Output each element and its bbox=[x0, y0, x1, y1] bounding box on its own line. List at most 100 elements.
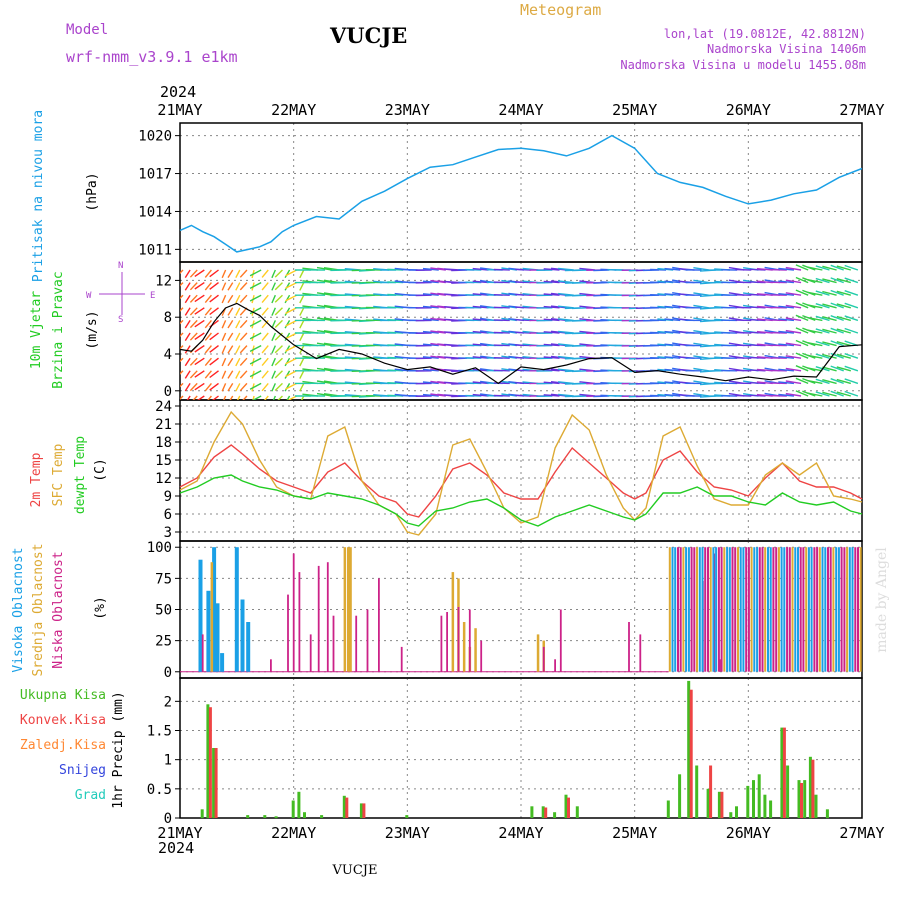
model-name: wrf-nmm_v3.9.1 e1km bbox=[66, 48, 238, 66]
cloud-band-bar bbox=[802, 547, 805, 672]
wind-barb bbox=[227, 294, 234, 304]
wind-barb bbox=[274, 307, 283, 316]
wind-barb bbox=[271, 332, 276, 342]
wind-barb bbox=[822, 265, 837, 271]
compass-e: E bbox=[150, 291, 155, 301]
wind-barb bbox=[844, 378, 859, 385]
wind-barb bbox=[180, 382, 184, 388]
wind-barb bbox=[284, 332, 291, 342]
wind-barb bbox=[261, 370, 269, 379]
wind-barb bbox=[795, 377, 809, 385]
wind-barb bbox=[212, 395, 219, 400]
wind-barb bbox=[204, 357, 212, 367]
wind-barb bbox=[822, 353, 837, 359]
wind-barb bbox=[571, 269, 588, 272]
bottom-time-label: 26MAY bbox=[726, 824, 771, 842]
wind-barb bbox=[235, 307, 241, 316]
panel-frame bbox=[179, 122, 863, 263]
wind-barb bbox=[285, 269, 297, 277]
wind-barb bbox=[261, 319, 269, 329]
precip-bar bbox=[263, 815, 267, 818]
precip-bar bbox=[530, 806, 534, 818]
wind-barb bbox=[209, 370, 219, 379]
wind-barb bbox=[387, 382, 404, 385]
precip-bar bbox=[763, 794, 767, 818]
model-elevation-text: Nadmorska Visina u modelu 1455.08m bbox=[620, 58, 866, 72]
year-top: 2024 bbox=[160, 83, 196, 101]
wind-barb bbox=[285, 382, 297, 390]
precip-bar bbox=[752, 780, 755, 818]
cloud-band-bar bbox=[848, 547, 851, 672]
wind-barb bbox=[756, 368, 773, 372]
wind-barb bbox=[422, 343, 439, 347]
wind-barb bbox=[285, 307, 297, 315]
cloud-band-bar bbox=[818, 547, 821, 672]
wind-barb bbox=[493, 382, 510, 385]
cloud-bar bbox=[355, 615, 358, 672]
wind-barb bbox=[844, 264, 859, 271]
wind-barb bbox=[836, 278, 851, 284]
wind-barb bbox=[189, 332, 198, 341]
wind-barb bbox=[422, 280, 439, 284]
cloud-bar bbox=[246, 622, 251, 672]
sfc-title: SFC Temp bbox=[51, 444, 66, 507]
wind-barb bbox=[235, 345, 241, 354]
legend-grad: Grad bbox=[75, 788, 106, 803]
wind-barb bbox=[209, 307, 219, 316]
cloud-bar bbox=[554, 659, 556, 672]
wind-barb bbox=[664, 267, 681, 271]
wind-barb bbox=[249, 319, 262, 327]
cloud-band-bar bbox=[840, 547, 843, 672]
top-time-label: 24MAY bbox=[498, 101, 543, 119]
cloud-bar bbox=[462, 622, 466, 672]
cloud-bar bbox=[366, 609, 369, 672]
cloud-band-bar bbox=[671, 547, 674, 672]
cloud-band-bar bbox=[745, 547, 748, 672]
wind-barb bbox=[209, 294, 219, 303]
precip-title: 1hr Precip (mm) bbox=[111, 691, 126, 808]
cloud-band-bar bbox=[758, 547, 761, 672]
wind-barb bbox=[472, 381, 489, 385]
wind-barb bbox=[221, 357, 227, 367]
wind-barb bbox=[274, 382, 283, 392]
wind-barb bbox=[299, 383, 305, 392]
precip-bar bbox=[729, 812, 733, 818]
wind-barb bbox=[472, 368, 489, 372]
wind-barb bbox=[515, 268, 532, 271]
wind-barb bbox=[515, 331, 532, 334]
wind-barb bbox=[807, 367, 823, 372]
y-tick-label: 0 bbox=[164, 811, 172, 827]
wind-barb bbox=[749, 281, 766, 284]
wind-barb bbox=[209, 332, 219, 341]
wind-barb bbox=[664, 393, 681, 397]
wind-barb bbox=[180, 294, 184, 300]
precip-bar bbox=[803, 780, 807, 818]
wind-barb bbox=[184, 383, 191, 392]
wind-barb bbox=[815, 303, 830, 309]
wind-barb bbox=[693, 380, 709, 385]
precip-bar bbox=[206, 704, 210, 819]
footer-station: VUCJE bbox=[332, 863, 378, 878]
year-bottom: 2024 bbox=[158, 839, 194, 857]
wind-barb bbox=[664, 343, 681, 347]
wind-barb bbox=[836, 328, 851, 334]
wind-barb bbox=[815, 265, 830, 271]
wind-barb bbox=[815, 340, 830, 347]
wind-barb bbox=[422, 267, 439, 271]
wind-barb bbox=[221, 370, 227, 379]
wind-barb bbox=[285, 332, 297, 340]
wind-barb bbox=[807, 354, 823, 359]
wind-barb bbox=[235, 269, 241, 279]
precip-legend: Ukupna Kisa Konvek.Kisa Zaledj.Kisa Snij… bbox=[20, 688, 106, 803]
wind-barb bbox=[252, 395, 262, 400]
wind-barb bbox=[271, 282, 276, 291]
precip-bar bbox=[214, 748, 218, 818]
wind-barb bbox=[316, 367, 333, 372]
wind-barb bbox=[285, 344, 297, 352]
wind-barb bbox=[242, 395, 248, 400]
wind-barb bbox=[515, 306, 532, 309]
y-tick-label: 15 bbox=[155, 453, 172, 469]
wind-barb bbox=[778, 305, 795, 309]
wind-barb bbox=[693, 279, 709, 284]
wind-barb bbox=[286, 395, 291, 400]
